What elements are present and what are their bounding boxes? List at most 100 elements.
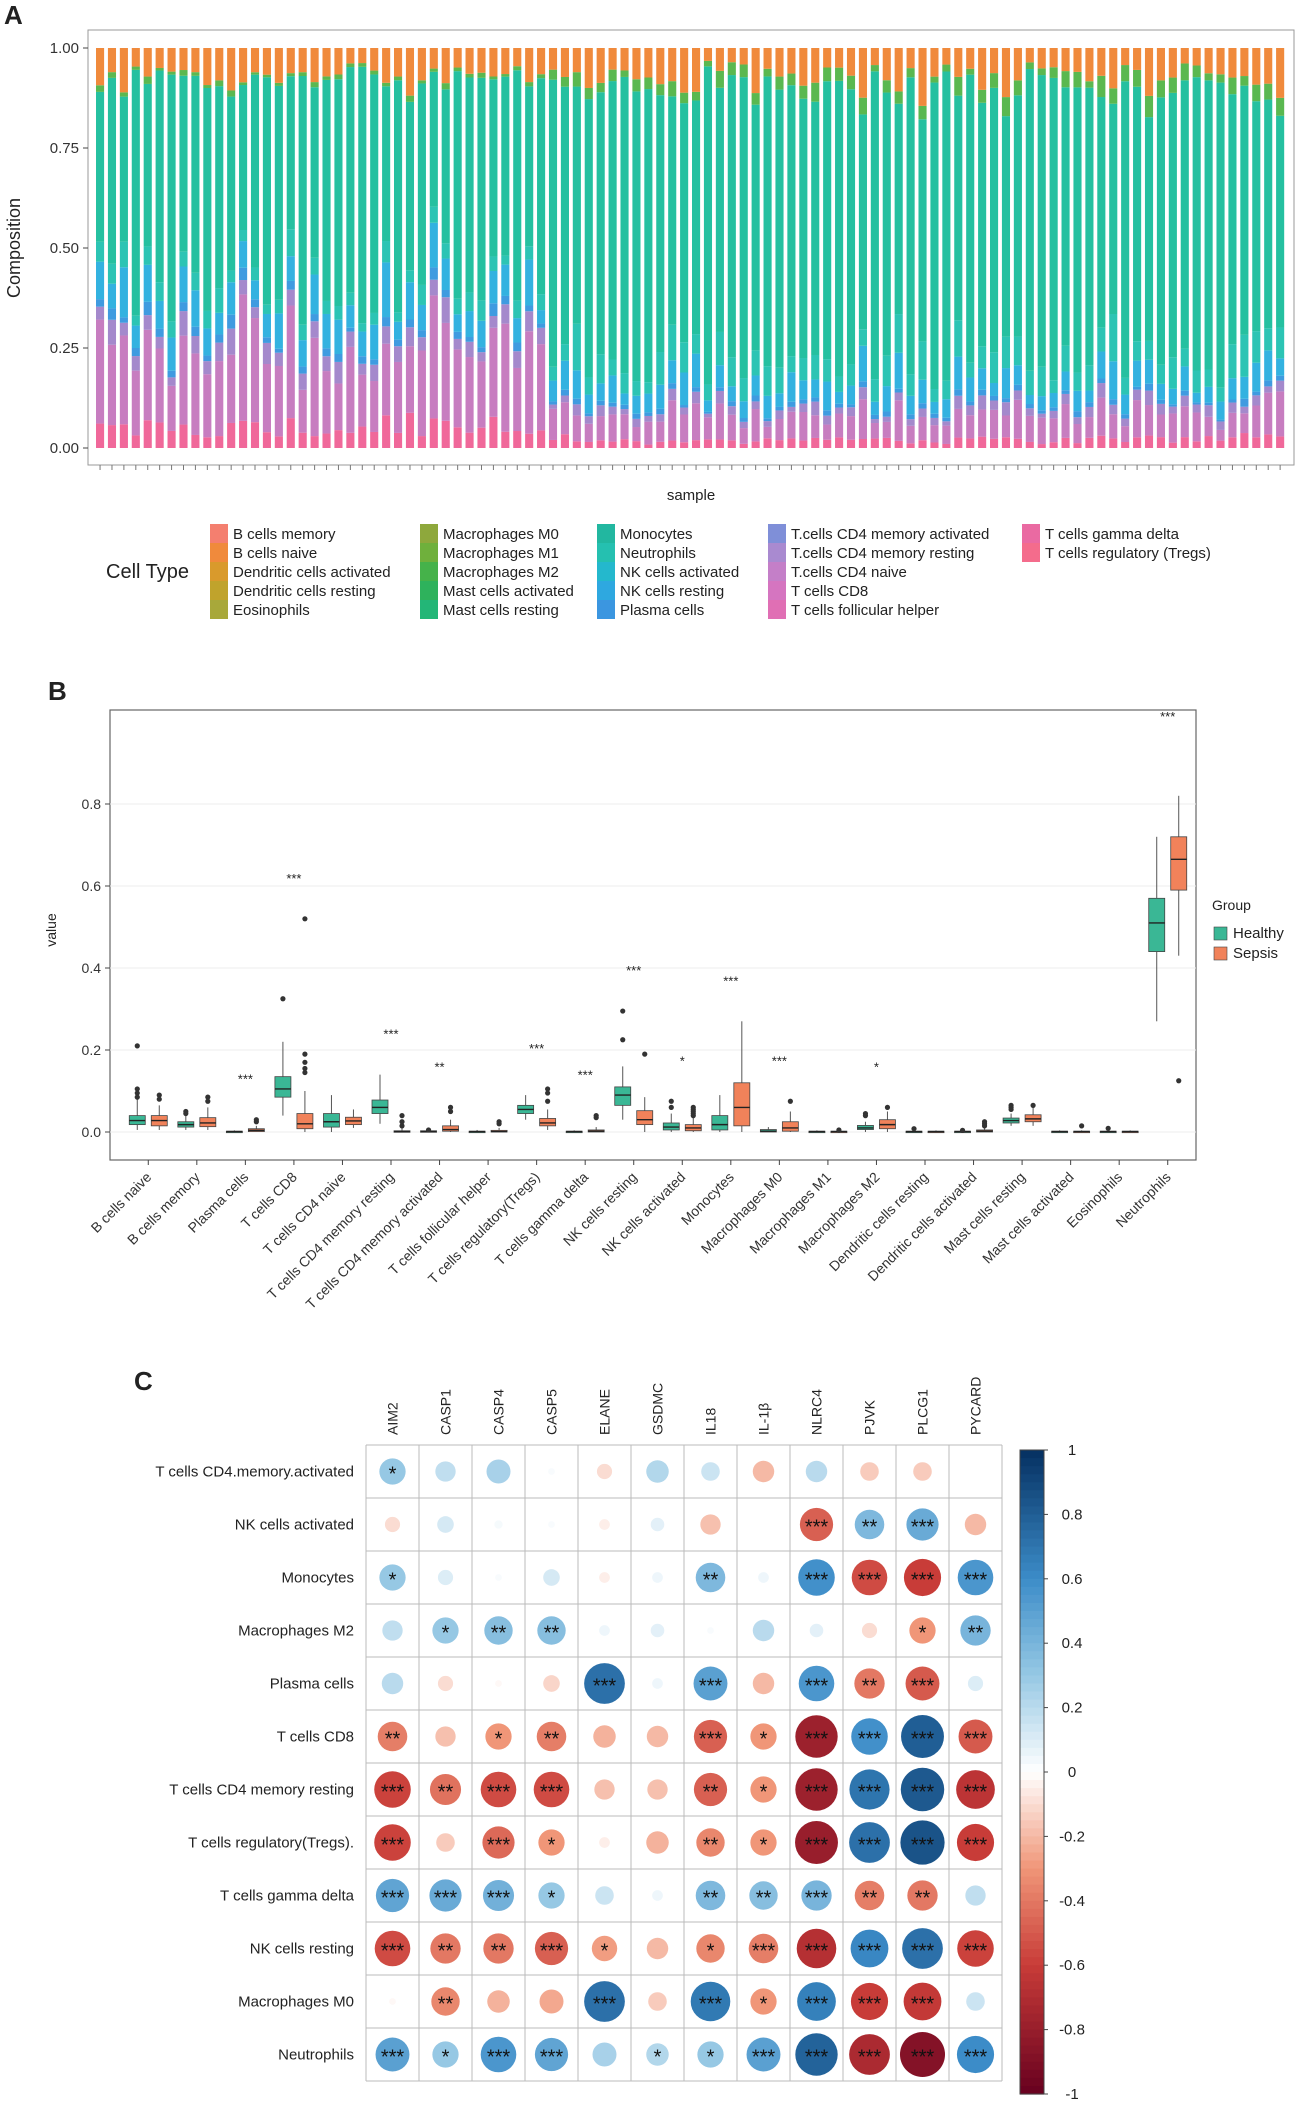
colorbar-segment bbox=[1020, 1868, 1044, 1878]
stack-segment bbox=[1049, 442, 1058, 448]
correlation-dot bbox=[652, 1890, 663, 1901]
stack-segment bbox=[1037, 75, 1046, 367]
stack-segment bbox=[358, 323, 367, 332]
legend-swatch bbox=[768, 600, 786, 619]
stack-segment bbox=[489, 316, 498, 328]
stack-segment bbox=[107, 283, 117, 309]
stack-segment bbox=[882, 92, 891, 356]
stack-segment bbox=[417, 284, 426, 305]
significance-label: *** bbox=[1160, 709, 1175, 724]
stack-segment bbox=[668, 81, 677, 97]
stack-segment bbox=[1240, 334, 1249, 377]
stack-segment bbox=[1073, 48, 1082, 72]
stack-segment bbox=[572, 415, 581, 442]
significance-stars: *** bbox=[911, 1729, 935, 1751]
correlation-dot bbox=[861, 1622, 878, 1639]
significance-stars: *** bbox=[858, 1994, 882, 2016]
correlation-dot bbox=[750, 1988, 777, 2015]
legend-label: Mast cells resting bbox=[443, 602, 559, 619]
stack-segment bbox=[584, 48, 593, 88]
correlation-dot bbox=[849, 2034, 890, 2075]
stack-segment bbox=[930, 76, 939, 83]
colorbar-tick-label: 1 bbox=[1068, 1442, 1076, 1459]
stack-segment bbox=[858, 48, 867, 98]
significance-stars: ** bbox=[862, 1888, 878, 1910]
correlation-dot bbox=[543, 1675, 560, 1692]
stack-segment bbox=[584, 413, 593, 417]
stack-segment bbox=[823, 67, 832, 82]
correlation-dot bbox=[480, 1771, 517, 1808]
stack-segment bbox=[775, 48, 784, 77]
legend-label: T cells CD8 bbox=[791, 583, 868, 600]
stack-segment bbox=[370, 364, 379, 382]
stack-segment bbox=[334, 48, 343, 75]
stack-segment bbox=[644, 412, 653, 416]
significance-stars: *** bbox=[805, 2047, 829, 2069]
stack-segment bbox=[298, 324, 307, 341]
stack-segment bbox=[1156, 403, 1165, 415]
significance-label: *** bbox=[626, 963, 641, 978]
stack-segment bbox=[239, 82, 248, 86]
stack-segment bbox=[453, 298, 462, 315]
stack-segment bbox=[668, 96, 677, 325]
significance-stars: ** bbox=[438, 1782, 454, 1804]
legend-swatch bbox=[210, 543, 228, 562]
stack-segment bbox=[1276, 358, 1285, 376]
significance-stars: ** bbox=[544, 1729, 560, 1751]
stack-segment bbox=[763, 76, 772, 367]
legend-label: Macrophages M0 bbox=[443, 526, 559, 543]
stack-segment bbox=[1097, 435, 1106, 448]
stack-segment bbox=[930, 389, 939, 402]
correlation-dot bbox=[591, 1935, 618, 1962]
stack-segment bbox=[1001, 48, 1011, 98]
legend-swatch bbox=[420, 581, 438, 600]
stack-segment bbox=[1228, 399, 1237, 403]
stack-segment bbox=[894, 91, 903, 104]
stack-segment bbox=[155, 300, 164, 329]
correlation-dot bbox=[799, 1507, 834, 1542]
stack-segment bbox=[799, 358, 808, 381]
healthy-outlier bbox=[668, 1104, 674, 1110]
stack-segment bbox=[811, 354, 820, 380]
stack-segment bbox=[203, 355, 212, 362]
sepsis-outlier bbox=[302, 916, 308, 922]
healthy-box bbox=[711, 1115, 729, 1131]
stack-segment bbox=[942, 64, 951, 72]
column-label: IL18 bbox=[703, 1408, 719, 1435]
row-label: NK cells resting bbox=[250, 1941, 354, 1958]
stack-segment bbox=[1204, 436, 1213, 448]
legend-label: B cells memory bbox=[233, 526, 336, 543]
stack-segment bbox=[560, 434, 569, 448]
colorbar-segment bbox=[1020, 1949, 1044, 1958]
significance-stars: ** bbox=[703, 1835, 719, 1857]
stack-segment bbox=[1264, 392, 1273, 435]
legend-label: T.cells CD4 memory activated bbox=[791, 526, 989, 543]
correlation-dot bbox=[482, 1879, 515, 1912]
colorbar-segment bbox=[1020, 1957, 1044, 1966]
stack-segment bbox=[727, 414, 736, 441]
stack-segment bbox=[548, 439, 558, 448]
stack-segment bbox=[525, 305, 534, 312]
stack-segment bbox=[763, 68, 772, 77]
significance-stars: *** bbox=[381, 2047, 405, 2069]
correlation-dot bbox=[903, 1982, 942, 2021]
stack-segment bbox=[250, 318, 260, 423]
stack-segment bbox=[1097, 351, 1106, 379]
stack-segment bbox=[644, 444, 653, 448]
stack-segment bbox=[1252, 391, 1261, 396]
stack-segment bbox=[1264, 83, 1273, 100]
stack-segment bbox=[715, 70, 724, 88]
stack-segment bbox=[1216, 419, 1225, 422]
correlation-dot bbox=[595, 1886, 614, 1905]
x-tick-label: T cells CD4 naive bbox=[260, 1169, 349, 1258]
stack-segment bbox=[322, 76, 331, 80]
stack-segment bbox=[382, 262, 391, 318]
stack-segment bbox=[751, 401, 760, 410]
stack-segment bbox=[572, 86, 581, 324]
significance-stars: *** bbox=[805, 1835, 829, 1857]
stack-segment bbox=[227, 48, 236, 91]
stack-segment bbox=[441, 289, 450, 298]
stack-segment bbox=[1156, 97, 1165, 365]
legend-label: Macrophages M1 bbox=[443, 545, 559, 562]
stack-segment bbox=[775, 89, 784, 368]
